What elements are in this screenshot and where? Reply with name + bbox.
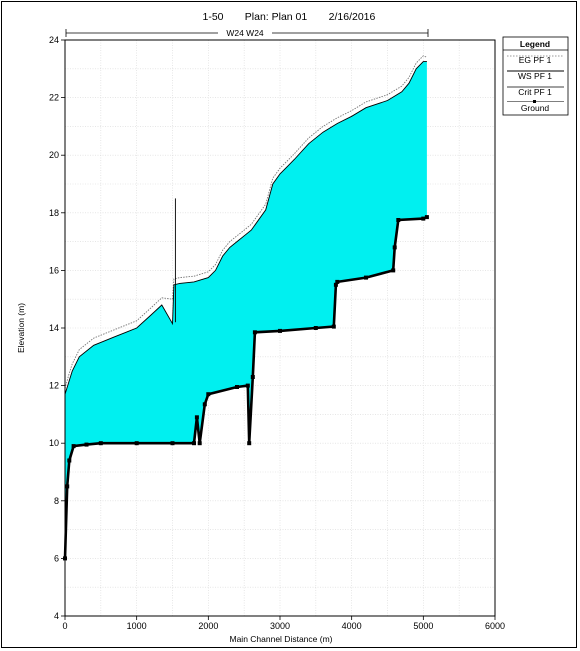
ground-point (252, 330, 257, 335)
y-tick-label: 4 (54, 611, 59, 621)
ground-point (331, 324, 336, 329)
ground-point (206, 392, 211, 397)
y-tick-label: 20 (49, 150, 59, 160)
ground-point (424, 215, 429, 220)
reach-label: W24 W24 (226, 28, 264, 38)
ground-point (192, 441, 196, 446)
y-tick-label: 16 (49, 265, 59, 275)
ground-point (84, 442, 89, 447)
ground-point (247, 441, 252, 446)
legend: Legend EG PF 1 WS PF 1 Crit PF 1 Ground (502, 36, 569, 116)
x-tick-label: 6000 (485, 621, 505, 631)
x-tick-label: 2000 (198, 621, 218, 631)
ws-line (64, 61, 427, 395)
x-tick-label: 4000 (342, 621, 362, 631)
y-tick-label: 24 (49, 35, 59, 45)
legend-title: Legend (520, 39, 550, 49)
legend-entry-crit: Crit PF 1 (518, 87, 552, 97)
water-fill (65, 61, 427, 559)
y-axis-label: Elevation (m) (16, 303, 26, 353)
legend-entry-ground: Ground (521, 103, 550, 113)
ground-point (65, 484, 70, 489)
y-tick-label: 12 (49, 381, 59, 391)
y-tick-label: 10 (49, 438, 59, 448)
x-tick-label: 1000 (127, 621, 147, 631)
title-profile-id: 1-50 (202, 11, 223, 23)
ground-point (98, 441, 103, 446)
legend-entry-eg: EG PF 1 (519, 55, 552, 65)
x-tick-label: 5000 (413, 621, 433, 631)
ground-point (421, 216, 426, 221)
ground-point (335, 279, 340, 284)
ground-point (396, 218, 401, 222)
y-tick-label: 22 (49, 93, 59, 103)
x-axis-label: Main Channel Distance (m) (230, 634, 333, 644)
y-tick-label: 18 (49, 208, 59, 218)
eg-line (64, 55, 428, 389)
ground-point (364, 275, 368, 280)
y-tick-label: 8 (54, 496, 59, 506)
x-tick-label: 3000 (270, 621, 290, 631)
y-tick-label: 6 (54, 553, 59, 563)
ground-point (333, 282, 338, 287)
ground-point (134, 441, 139, 446)
ground-point (170, 441, 175, 446)
ground-point (313, 326, 318, 330)
water-fill-area (65, 61, 427, 559)
title-plan: Plan: Plan 01 (245, 11, 308, 23)
ground-point (67, 458, 72, 463)
ground-point (235, 385, 239, 389)
ground-point (245, 383, 250, 388)
ground-point (391, 268, 396, 273)
ground-point (194, 415, 199, 420)
y-tick-label: 14 (49, 323, 59, 333)
x-tick-label: 0 (62, 621, 67, 631)
ground-point (202, 402, 207, 407)
title-date: 2/16/2016 (329, 11, 376, 23)
legend-entry-ws: WS PF 1 (518, 71, 552, 81)
ground-point (197, 441, 202, 446)
reach-marker: W24 W24 (65, 27, 429, 38)
ground-point (278, 328, 282, 333)
ground-point (250, 375, 255, 379)
series-lines (63, 55, 429, 561)
ground-point (392, 245, 397, 250)
ground-point (71, 444, 76, 449)
tick-labels: 0 1000 2000 3000 4000 5000 6000 4 6 8 10 12 14 16 18 20… (49, 35, 505, 631)
